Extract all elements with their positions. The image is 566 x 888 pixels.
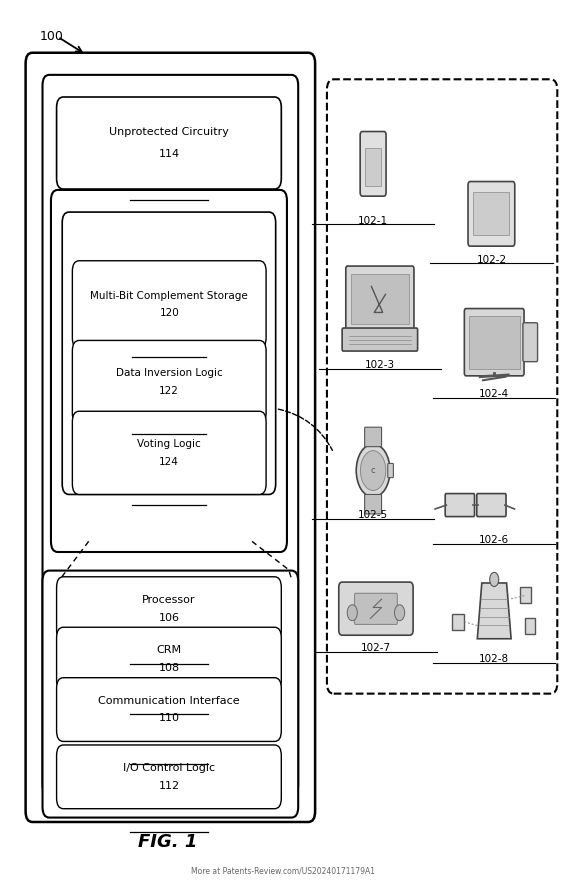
FancyBboxPatch shape <box>468 181 514 246</box>
FancyBboxPatch shape <box>351 274 409 323</box>
Text: Integrated Circuit: Integrated Circuit <box>118 416 222 428</box>
Text: 102-5: 102-5 <box>358 511 388 520</box>
FancyBboxPatch shape <box>25 52 315 822</box>
Text: 100: 100 <box>40 30 63 44</box>
Text: Communication Interface: Communication Interface <box>98 695 240 706</box>
Circle shape <box>490 573 499 586</box>
FancyBboxPatch shape <box>365 495 381 514</box>
Text: Multi-Bit Complement Storage: Multi-Bit Complement Storage <box>91 290 248 301</box>
FancyBboxPatch shape <box>452 614 464 630</box>
FancyBboxPatch shape <box>42 75 298 796</box>
Circle shape <box>361 450 386 490</box>
FancyBboxPatch shape <box>365 427 381 447</box>
FancyBboxPatch shape <box>51 190 287 552</box>
FancyBboxPatch shape <box>342 328 418 351</box>
Text: 104: 104 <box>159 442 182 455</box>
Text: 102: 102 <box>159 444 182 457</box>
FancyBboxPatch shape <box>464 308 524 376</box>
Text: Complementary 2(N)-Bit: Complementary 2(N)-Bit <box>105 303 233 313</box>
FancyBboxPatch shape <box>57 745 281 809</box>
FancyBboxPatch shape <box>520 587 531 603</box>
Text: 120: 120 <box>160 308 179 319</box>
Text: 114: 114 <box>158 148 179 159</box>
FancyBboxPatch shape <box>523 322 538 361</box>
FancyBboxPatch shape <box>57 577 281 640</box>
Text: 102-1: 102-1 <box>358 216 388 226</box>
Text: FIG. 1: FIG. 1 <box>138 833 197 852</box>
FancyBboxPatch shape <box>62 212 276 495</box>
FancyBboxPatch shape <box>445 494 474 517</box>
FancyBboxPatch shape <box>72 340 266 424</box>
FancyBboxPatch shape <box>339 583 413 635</box>
Text: More at Patents-Review.com/US20240171179A1: More at Patents-Review.com/US20240171179… <box>191 866 375 876</box>
Text: Protected Circuitry: Protected Circuitry <box>117 353 221 362</box>
FancyBboxPatch shape <box>477 494 506 517</box>
Text: Data Inversion Logic: Data Inversion Logic <box>116 369 222 378</box>
Text: Voting Logic: Voting Logic <box>138 439 201 449</box>
Text: c: c <box>371 466 375 475</box>
FancyBboxPatch shape <box>327 79 558 694</box>
Text: 118: 118 <box>159 395 179 405</box>
Circle shape <box>395 605 405 621</box>
Text: 102-4: 102-4 <box>479 389 509 399</box>
Text: 112: 112 <box>158 781 179 790</box>
FancyBboxPatch shape <box>42 571 298 818</box>
Text: 110: 110 <box>158 713 179 724</box>
FancyBboxPatch shape <box>57 678 281 741</box>
FancyBboxPatch shape <box>72 411 266 495</box>
Text: 106: 106 <box>158 613 179 622</box>
Text: Unprotected Circuitry: Unprotected Circuitry <box>109 127 229 138</box>
FancyBboxPatch shape <box>388 464 393 478</box>
Circle shape <box>347 605 357 621</box>
Text: 116: 116 <box>158 379 179 389</box>
FancyBboxPatch shape <box>469 315 520 369</box>
FancyBboxPatch shape <box>57 97 281 189</box>
Text: CRM: CRM <box>156 646 182 655</box>
Polygon shape <box>477 583 511 638</box>
FancyBboxPatch shape <box>354 593 397 624</box>
FancyBboxPatch shape <box>525 618 535 634</box>
Circle shape <box>356 444 390 497</box>
Text: 102-3: 102-3 <box>365 360 395 370</box>
Text: Processor: Processor <box>142 595 196 605</box>
Text: 124: 124 <box>159 456 179 467</box>
FancyBboxPatch shape <box>360 131 386 196</box>
FancyBboxPatch shape <box>473 193 509 235</box>
FancyBboxPatch shape <box>346 266 414 331</box>
Text: Computing Device: Computing Device <box>116 417 225 431</box>
Text: 108: 108 <box>158 663 179 673</box>
Text: 122: 122 <box>159 386 179 396</box>
FancyBboxPatch shape <box>365 148 381 186</box>
Text: 102-7: 102-7 <box>361 643 391 654</box>
Text: 102-8: 102-8 <box>479 654 509 664</box>
FancyBboxPatch shape <box>72 261 266 348</box>
FancyBboxPatch shape <box>57 627 281 691</box>
Text: Redundant Circuitry: Redundant Circuitry <box>117 383 221 392</box>
Text: I/O Control Logic: I/O Control Logic <box>123 763 215 773</box>
Text: 102-2: 102-2 <box>477 255 507 265</box>
Text: 102-6: 102-6 <box>479 535 509 545</box>
